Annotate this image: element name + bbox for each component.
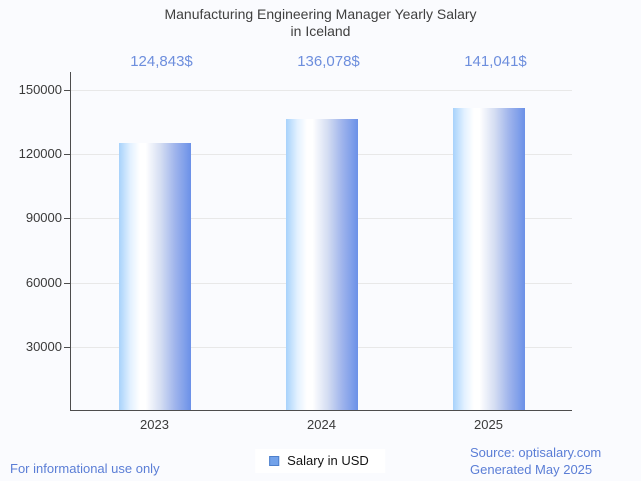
x-label-2023: 2023: [140, 417, 169, 432]
y-tick-label: 120000: [18, 146, 62, 162]
y-tick-label: 150000: [18, 82, 62, 97]
plot-area: [70, 72, 572, 411]
y-tick-label: 30000: [25, 338, 62, 354]
y-tick-mark: [64, 282, 71, 284]
y-tick-mark: [64, 346, 71, 348]
chart-title-line2: in Iceland: [290, 23, 351, 39]
source-text: Source: optisalary.com: [470, 445, 602, 460]
bar-2024[interactable]: [285, 119, 358, 410]
y-tick-mark: [64, 218, 71, 220]
gridline: [71, 90, 572, 91]
x-label-2024: 2024: [307, 417, 336, 432]
chart-title: Manufacturing Engineering Manager Yearly…: [0, 6, 641, 40]
bar-2023[interactable]: [118, 143, 191, 410]
bar-2025[interactable]: [452, 108, 525, 410]
y-tick-mark: [64, 154, 71, 156]
y-axis-line: [70, 72, 71, 411]
generated-text: Generated May 2025: [470, 462, 593, 477]
legend-label: Salary in USD: [287, 453, 369, 468]
x-axis-line: [70, 410, 572, 411]
y-tick-mark: [64, 90, 71, 91]
legend: Salary in USD: [255, 449, 385, 473]
y-tick-label: 60000: [25, 274, 62, 290]
x-label-2025: 2025: [474, 417, 503, 432]
value-label-2024: 136,078$: [297, 53, 360, 70]
source-block: Source: optisalary.com Generated May 202…: [470, 444, 601, 478]
legend-marker-icon: [269, 456, 280, 466]
y-tick-label: 90000: [25, 210, 62, 226]
disclaimer-text: For informational use only: [10, 461, 160, 476]
value-label-2023: 124,843$: [130, 53, 193, 70]
chart-title-line1: Manufacturing Engineering Manager Yearly…: [164, 6, 477, 22]
value-label-2025: 141,041$: [464, 53, 527, 70]
